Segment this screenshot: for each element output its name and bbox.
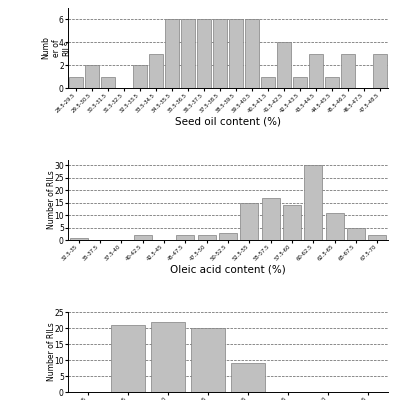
Bar [245, 20, 259, 88]
Bar [283, 205, 301, 240]
Bar [261, 76, 275, 88]
Bar [101, 76, 115, 88]
Bar [341, 54, 355, 88]
Bar [85, 65, 99, 88]
Bar [373, 54, 387, 88]
Bar [326, 212, 344, 240]
Bar [219, 232, 237, 240]
Y-axis label: Number of RILs: Number of RILs [47, 323, 56, 381]
Bar [176, 235, 194, 240]
X-axis label: Oleic acid content (%): Oleic acid content (%) [170, 265, 286, 275]
Bar [240, 202, 258, 240]
Bar [304, 165, 322, 240]
Bar [213, 20, 227, 88]
Bar [277, 42, 291, 88]
Y-axis label: Number of RILs: Number of RILs [47, 171, 56, 229]
Bar [191, 328, 225, 392]
Bar [149, 54, 163, 88]
X-axis label: Seed oil content (%): Seed oil content (%) [175, 116, 281, 126]
Bar [70, 238, 88, 240]
Bar [133, 65, 147, 88]
Bar [229, 20, 243, 88]
Bar [165, 20, 179, 88]
Bar [325, 76, 339, 88]
Bar [309, 54, 323, 88]
Bar [262, 198, 280, 240]
Bar [151, 322, 185, 392]
Bar [197, 20, 211, 88]
Bar [181, 20, 195, 88]
Bar [347, 228, 365, 240]
Bar [231, 363, 265, 392]
Bar [69, 76, 83, 88]
Bar [198, 235, 216, 240]
Bar [368, 235, 386, 240]
Bar [293, 76, 307, 88]
Y-axis label: Numb
er of
RILs: Numb er of RILs [41, 36, 71, 60]
Bar [134, 235, 152, 240]
Bar [111, 325, 145, 392]
